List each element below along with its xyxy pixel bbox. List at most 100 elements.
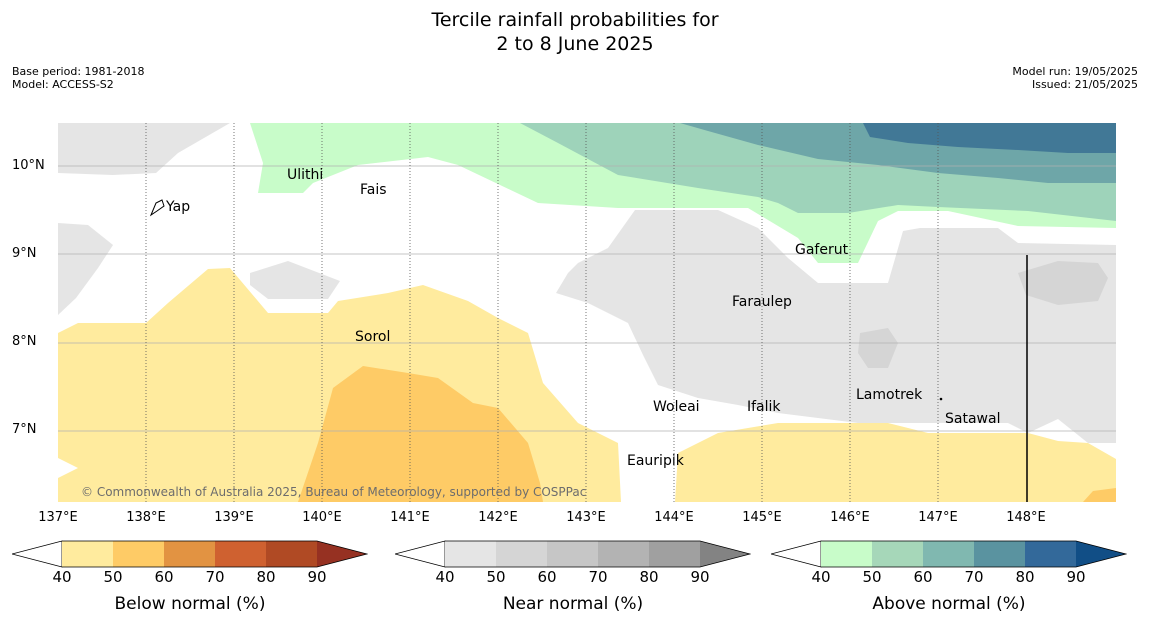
colorbar-above-tick-60: 60 [913,568,933,586]
place-ulithi: Ulithi [287,167,324,183]
white-gap-b [656,413,674,502]
lon-label-144e: 144°E [654,510,694,525]
place-sorol: Sorol [355,329,391,345]
lon-label-143e: 143°E [566,510,606,525]
lon-label-142e: 142°E [478,510,518,525]
colorbar-below-bin-80 [266,541,317,567]
meta-right: Model run: 19/05/2025 Issued: 21/05/2025 [1012,65,1138,91]
near-normal-50-zone-a [1018,261,1108,305]
model-run: Model run: 19/05/2025 [1012,65,1138,78]
lat-label-8n: 8°N [12,334,37,349]
near-normal-zone-east [556,210,1116,443]
colorbar-near-tick-40: 40 [435,568,455,586]
place-faraulep: Faraulep [732,294,792,310]
colorbar-below-bin-50 [113,541,164,567]
colorbar-below-normal: 40 50 60 70 80 90 Below normal (%) [12,540,368,614]
island-markers [149,199,943,401]
colorbar-above-bin-60 [923,541,974,567]
probability-map: Yap Ulithi Fais Gaferut Faraulep Sorol W… [58,123,1116,502]
colorbar-below-bin-40 [62,541,113,567]
colorbar-near-bin-50 [496,541,547,567]
title-line-1: Tercile rainfall probabilities for [431,9,719,31]
colorbar-near-tick-90: 90 [690,568,710,586]
colorbar-near-tick-80: 80 [639,568,659,586]
near-normal-50-zone-b [858,328,898,368]
colorbar-above-max-arrow [1076,541,1126,567]
colorbar-near-bin-60 [547,541,598,567]
colorbar-near-outline [445,540,751,568]
lon-label-148e: 148°E [1006,510,1046,525]
satawal-dot [939,397,943,401]
colorbar-above-tick-80: 80 [1015,568,1035,586]
colorbar-below-max-arrow [317,541,367,567]
place-lamotrek: Lamotrek [856,387,923,403]
colorbar-below-bin-60 [164,541,215,567]
lon-label-137e: 137°E [38,510,78,525]
lon-label-146e: 146°E [830,510,870,525]
colorbar-near-graphic [395,540,751,568]
colorbar-above-title: Above normal (%) [872,594,1026,614]
near-normal-zone-west [58,123,230,175]
below-normal-50-zone-se [1083,488,1116,502]
below-normal-40-zone-east [675,423,1116,502]
colorbar-below-bin-70 [215,541,266,567]
colorbar-above-tick-90: 90 [1066,568,1086,586]
place-eauripik: Eauripik [627,453,684,469]
colorbar-near-bin-80 [649,541,700,567]
lon-label-139e: 139°E [214,510,254,525]
colorbar-near-tick-50: 50 [486,568,506,586]
colorbar-above-min-arrow [771,540,822,568]
near-normal-zone-sw [58,223,113,315]
above-normal-70-zone [863,123,1116,153]
colorbar-above-tick-40: 40 [811,568,831,586]
colorbar-below-tick-90: 90 [307,568,327,586]
white-gap-a [621,453,649,502]
lon-label-138e: 138°E [126,510,166,525]
colorbar-below-tick-40: 40 [52,568,72,586]
colorbar-below-title: Below normal (%) [114,594,266,614]
colorbar-above-normal: 40 50 60 70 80 90 Above normal (%) [771,540,1127,614]
colorbar-near-max-arrow [700,541,750,567]
colorbar-near-title: Near normal (%) [502,594,644,614]
colorbar-near-bin-40 [445,541,496,567]
below-normal-50-zone [298,366,543,502]
title-line-2: 2 to 8 June 2025 [496,33,654,55]
meta-left: Base period: 1981-2018 Model: ACCESS-S2 [12,65,144,91]
yap-island-outline [149,199,165,217]
map-title: Tercile rainfall probabilities for 2 to … [0,8,1150,56]
colorbar-above-bin-70 [974,541,1025,567]
lat-label-7n: 7°N [12,422,37,437]
colorbar-near-min-arrow [395,540,446,568]
base-period: Base period: 1981-2018 [12,65,145,78]
colorbar-below-tick-80: 80 [256,568,276,586]
colorbar-below-outline [62,540,368,568]
colorbar-above-bin-80 [1025,541,1076,567]
lon-label-147e: 147°E [918,510,958,525]
colorbar-near-normal: 40 50 60 70 80 90 Near normal (%) [395,540,751,614]
lon-label-140e: 140°E [302,510,342,525]
colorbar-below-tick-70: 70 [205,568,225,586]
colorbar-above-tick-50: 50 [862,568,882,586]
colorbar-below-tick-50: 50 [103,568,123,586]
colorbar-below-tick-60: 60 [154,568,174,586]
lon-label-141e: 141°E [390,510,430,525]
map-canvas [58,123,1116,502]
colorbar-near-tick-70: 70 [588,568,608,586]
place-gaferut: Gaferut [795,242,849,258]
lon-gridlines [145,123,939,502]
place-ifalik: Ifalik [747,399,781,415]
colorbar-below-min-arrow [12,540,63,568]
colorbar-above-outline [821,540,1127,568]
lon-label-145e: 145°E [742,510,782,525]
colorbar-near-bin-70 [598,541,649,567]
colorbar-below-graphic [12,540,368,568]
place-fais: Fais [360,182,387,198]
place-satawal: Satawal [945,411,1001,427]
lat-label-9n: 9°N [12,246,37,261]
colorbar-above-graphic [771,540,1127,568]
place-woleai: Woleai [653,399,700,415]
colorbar-near-tick-60: 60 [537,568,557,586]
model-name: Model: ACCESS-S2 [12,78,114,91]
colorbar-above-bin-50 [872,541,923,567]
lat-label-10n: 10°N [12,158,45,173]
